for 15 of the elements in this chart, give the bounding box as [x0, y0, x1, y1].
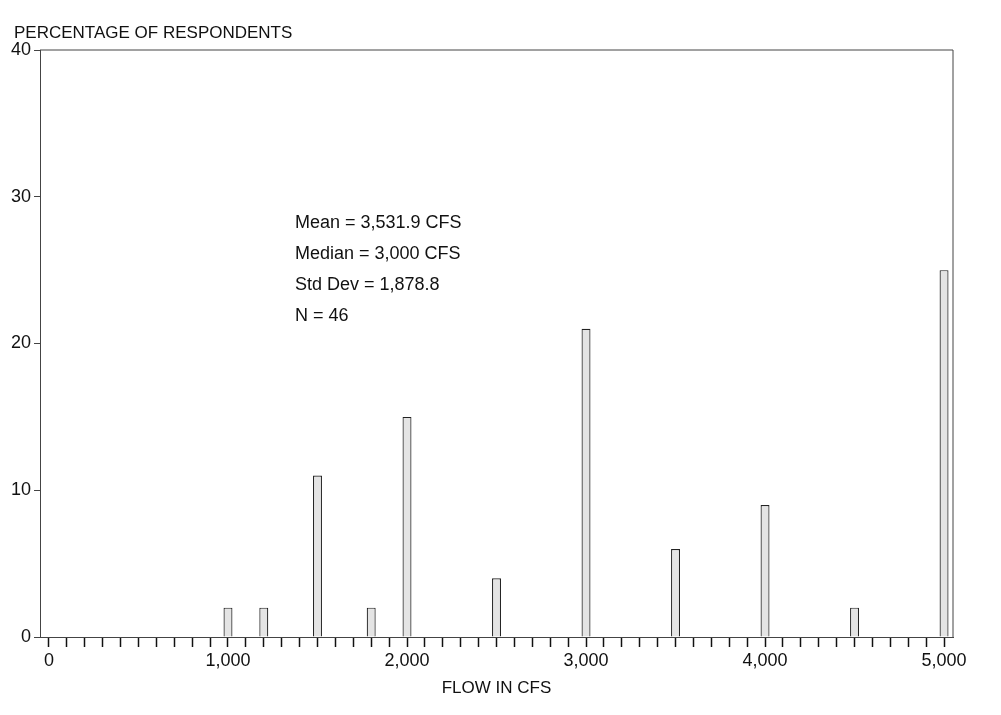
- y-tick-label: 10: [10, 479, 32, 500]
- annotation: N = 46: [295, 304, 349, 325]
- x-tick-label: 5,000: [921, 649, 967, 670]
- y-tick-label: 20: [10, 332, 32, 353]
- annotation: Mean = 3,531.9 CFS: [295, 211, 462, 232]
- annotation: Std Dev = 1,878.8: [295, 273, 440, 294]
- y-tick-label: 0: [21, 625, 32, 646]
- x-tick-label: 2,000: [384, 649, 430, 670]
- y-tick-label: 30: [10, 185, 32, 206]
- x-tick-label: 0: [43, 649, 54, 670]
- annotation: Median = 3,000 CFS: [295, 242, 461, 263]
- x-tick-label: 1,000: [205, 649, 251, 670]
- x-tick-label: 4,000: [742, 649, 788, 670]
- x-tick-label: 3,000: [563, 649, 609, 670]
- x-axis-title: FLOW IN CFS: [441, 678, 552, 698]
